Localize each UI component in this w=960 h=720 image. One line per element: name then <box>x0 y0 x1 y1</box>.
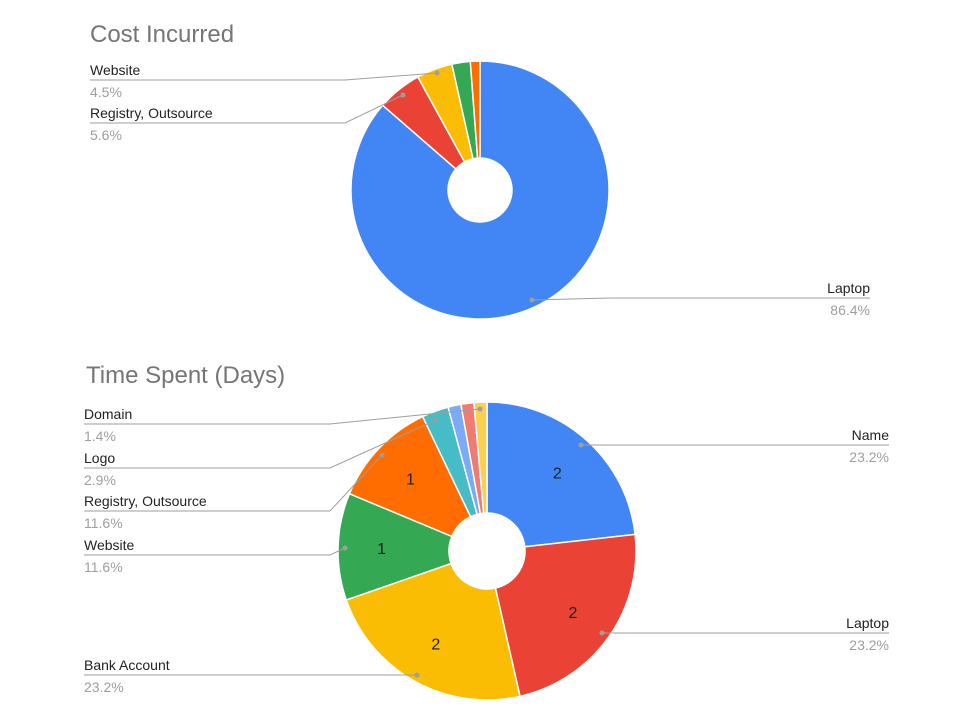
slice-registry-outsource <box>348 415 472 538</box>
leader-dot <box>434 70 440 76</box>
label-name: Laptop <box>846 615 889 631</box>
label-percent: 23.2% <box>849 449 889 465</box>
label-name: Name 23.2% <box>578 427 890 465</box>
leader-dot <box>599 630 605 636</box>
leader-line <box>84 547 346 556</box>
chart-title: Time Spent (Days) <box>86 362 285 389</box>
time-spent-chart: Time Spent (Days) 2 2 2 1 1 Name 23.2% Laptop 2… <box>84 362 890 701</box>
leader-line <box>84 408 481 425</box>
slice-value: 1 <box>406 471 415 488</box>
leader-dot <box>578 442 584 448</box>
label-name: Bank Account <box>84 657 170 673</box>
label-name: Registry, Outsource <box>84 493 207 509</box>
leader-line <box>84 419 437 469</box>
label-name: Registry, Outsource <box>90 105 213 121</box>
label-percent: 5.6% <box>90 127 122 143</box>
label-name: Domain <box>84 406 132 422</box>
label-percent: 86.4% <box>830 302 870 318</box>
slice-light-yellow-slice <box>473 401 488 514</box>
label-percent: 11.6% <box>84 559 123 575</box>
label-name: Laptop <box>827 280 870 296</box>
label-percent: 2.9% <box>84 472 116 488</box>
label-percent: 23.2% <box>84 679 124 695</box>
leader-dot <box>400 92 406 98</box>
leader-line <box>84 454 383 512</box>
leader-dot <box>477 406 483 412</box>
leader-dot <box>414 672 420 678</box>
slice-value: 2 <box>431 636 440 653</box>
label-percent: 23.2% <box>849 637 889 653</box>
slice-value: 2 <box>553 465 562 482</box>
label-name: Website <box>84 537 135 553</box>
leader-dot <box>529 297 535 303</box>
leader-dot <box>342 545 348 551</box>
label-percent: 1.4% <box>84 428 116 444</box>
chart-title: Cost Incurred <box>90 21 234 48</box>
leader-line <box>531 297 870 301</box>
leader-dot <box>433 417 439 423</box>
leader-line <box>90 72 438 81</box>
label-name: Website <box>90 62 141 78</box>
label-laptop: Laptop 86.4% <box>529 280 870 318</box>
label-name: Name <box>852 427 890 443</box>
slice-orange-slice <box>469 60 481 159</box>
cost-incurred-chart: Cost Incurred Laptop 86.4% Registry, Outso… <box>90 21 870 320</box>
slice-name <box>486 401 636 548</box>
slice-bank-account <box>345 562 521 701</box>
slice-value: 1 <box>377 541 386 558</box>
label-logo: Logo 2.9% <box>84 417 439 488</box>
label-website: Website 11.6% <box>84 537 348 575</box>
slice-website <box>337 492 453 601</box>
label-domain: Domain 1.4% <box>84 406 483 444</box>
label-registry-outsource: Registry, Outsource 5.6% <box>90 92 406 143</box>
leader-line <box>90 94 404 124</box>
label-name: Logo <box>84 450 115 466</box>
leader-dot <box>379 452 385 458</box>
label-percent: 11.6% <box>84 515 123 531</box>
slice-laptop <box>494 533 637 698</box>
label-website: Website 4.5% <box>90 62 440 100</box>
slice-value: 2 <box>569 605 578 622</box>
slice-laptop <box>350 60 610 320</box>
label-laptop: Laptop 23.2% <box>599 615 889 653</box>
label-registry-outsource: Registry, Outsource 11.6% <box>84 452 385 531</box>
label-percent: 4.5% <box>90 84 122 100</box>
label-bank-account: Bank Account 23.2% <box>84 657 420 695</box>
